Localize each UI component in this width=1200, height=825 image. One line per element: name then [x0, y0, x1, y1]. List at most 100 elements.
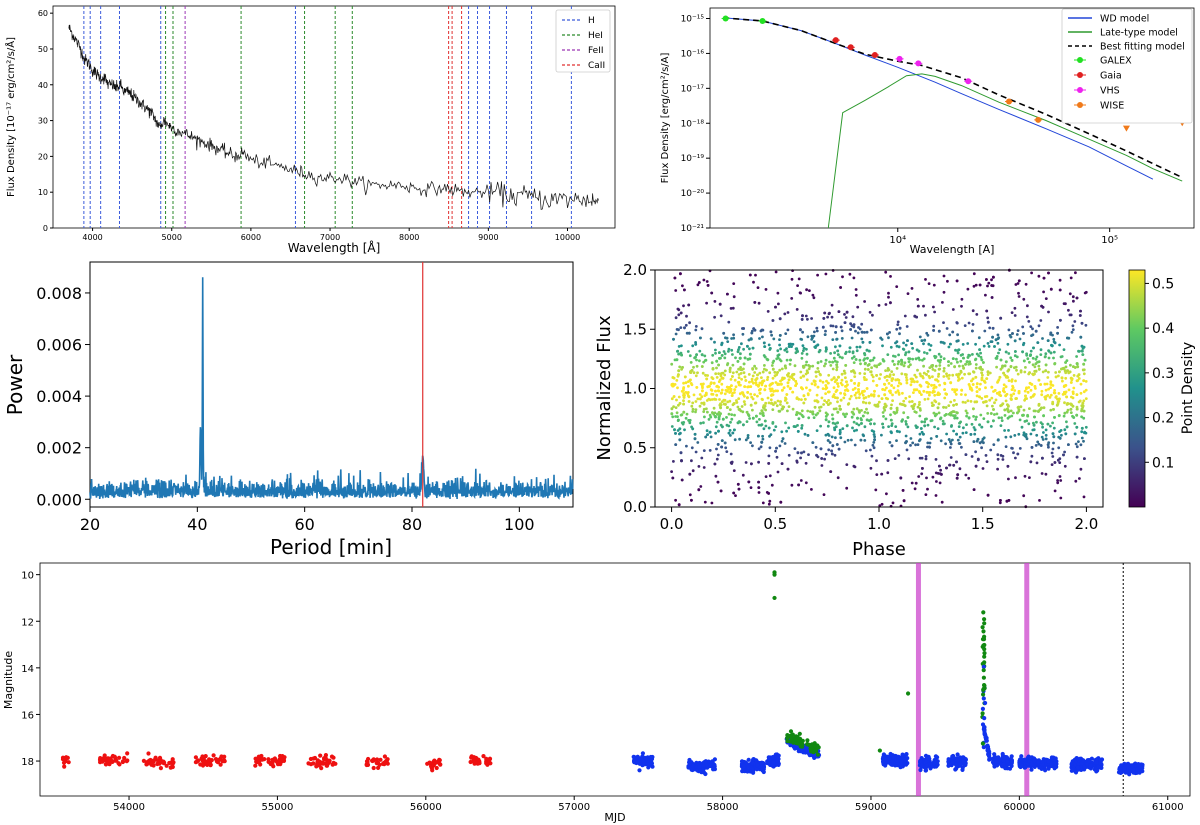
- phase-point: [1017, 408, 1021, 412]
- phase-point: [696, 397, 700, 401]
- phase-point: [744, 438, 748, 442]
- phase-point: [835, 388, 839, 392]
- photometry-point: [750, 761, 756, 766]
- phase-point: [761, 437, 765, 441]
- phase-point: [756, 373, 759, 377]
- phase-point: [778, 317, 782, 321]
- photometry-point: [759, 760, 764, 765]
- phase-point: [975, 400, 979, 404]
- phase-point: [936, 427, 940, 430]
- y-tick-label: 0.000: [36, 490, 82, 509]
- phase-point: [896, 362, 900, 366]
- phase-point: [687, 331, 691, 335]
- phase-point: [868, 341, 872, 344]
- phase-point: [863, 378, 867, 381]
- phase-point: [728, 368, 732, 372]
- phase-point: [761, 434, 764, 438]
- phase-point: [794, 379, 798, 383]
- phase-point: [969, 400, 973, 403]
- phase-point: [1033, 369, 1037, 373]
- phase-point: [775, 446, 778, 450]
- phase-point: [785, 429, 788, 433]
- phase-point: [1030, 334, 1033, 337]
- phase-point: [975, 313, 979, 316]
- photometry-point: [1119, 763, 1124, 768]
- phase-point: [1049, 287, 1053, 291]
- phase-point: [761, 381, 764, 385]
- phase-point: [1028, 476, 1031, 479]
- phase-point: [800, 398, 803, 401]
- phase-point: [893, 355, 897, 358]
- phase-point: [677, 328, 680, 332]
- y-tick-label: 2.0: [623, 261, 647, 279]
- phase-point: [737, 367, 740, 371]
- phase-point: [956, 351, 960, 355]
- phase-point: [749, 385, 753, 388]
- phase-point: [780, 462, 784, 465]
- phase-point: [696, 441, 700, 444]
- phase-point: [678, 427, 682, 431]
- phase-point: [674, 289, 678, 292]
- phase-point: [1054, 371, 1058, 374]
- colorbar-tick-label: 0.1: [1152, 455, 1174, 471]
- phase-point: [996, 467, 999, 471]
- phase-point: [964, 393, 967, 397]
- photometry-point: [701, 764, 706, 769]
- legend-label: WISE: [1100, 101, 1124, 112]
- phase-point: [871, 379, 875, 383]
- phase-point: [821, 325, 825, 329]
- phase-point: [745, 410, 749, 414]
- phase-point: [778, 343, 781, 347]
- phase-point: [1065, 425, 1069, 429]
- phase-point: [801, 314, 804, 318]
- phase-point: [869, 359, 872, 363]
- phase-point: [869, 466, 873, 470]
- photometry-point: [1070, 767, 1076, 772]
- phase-point: [822, 403, 825, 406]
- photometry-point: [641, 758, 646, 763]
- phase-point: [1037, 367, 1041, 371]
- phase-point: [989, 340, 993, 343]
- phase-point: [980, 440, 984, 443]
- phase-point: [1059, 355, 1063, 359]
- phase-point: [806, 434, 810, 437]
- phase-point: [1047, 271, 1050, 275]
- photometry-point: [1026, 754, 1031, 759]
- phase-point: [764, 401, 768, 405]
- phase-point: [717, 380, 721, 384]
- phase-point: [757, 434, 760, 438]
- phase-point: [948, 463, 952, 467]
- phase-point: [986, 493, 990, 497]
- phase-point: [754, 381, 758, 385]
- phase-point: [1053, 389, 1056, 392]
- phase-point: [823, 311, 827, 315]
- phase-point: [959, 393, 963, 396]
- y-tick-label: 0.0: [623, 498, 647, 516]
- phase-point: [1031, 363, 1035, 367]
- photometry-point: [1130, 764, 1135, 769]
- phase-point: [969, 386, 973, 390]
- phase-point: [1073, 366, 1077, 369]
- phase-point: [705, 301, 708, 305]
- phase-point: [889, 413, 892, 417]
- phase-point: [710, 398, 714, 401]
- phase-point: [932, 403, 935, 407]
- phase-point: [838, 355, 842, 359]
- phase-point: [677, 395, 681, 399]
- phase-point: [1079, 382, 1083, 386]
- phase-point: [732, 402, 736, 405]
- phase-point: [906, 425, 910, 429]
- phase-point: [942, 290, 946, 294]
- phase-point: [987, 345, 991, 348]
- phase-point: [799, 376, 803, 379]
- model-curve-wd-model: [723, 17, 1154, 180]
- photometry-point: [1089, 756, 1094, 761]
- phase-point: [799, 291, 802, 295]
- phase-point: [949, 442, 953, 446]
- phase-point: [842, 396, 846, 400]
- phase-point: [905, 379, 909, 382]
- phase-point: [1069, 402, 1073, 406]
- phase-point: [735, 370, 739, 374]
- phase-point: [702, 360, 706, 364]
- phase-point: [761, 335, 764, 339]
